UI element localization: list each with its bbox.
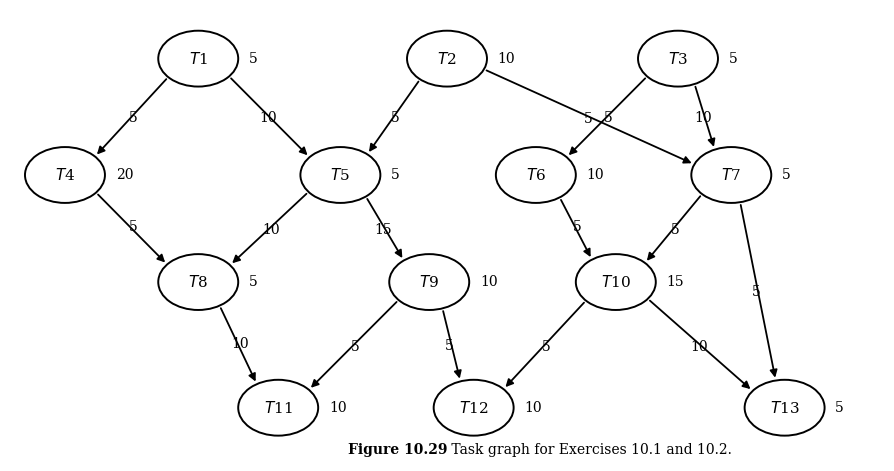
- Text: 15: 15: [666, 275, 684, 289]
- Text: 10: 10: [480, 275, 497, 289]
- Ellipse shape: [434, 380, 514, 436]
- Text: $\it{T}$6: $\it{T}$6: [526, 167, 546, 183]
- Text: Figure 10.29: Figure 10.29: [348, 443, 447, 456]
- Ellipse shape: [158, 254, 238, 310]
- Text: Task graph for Exercises 10.1 and 10.2.: Task graph for Exercises 10.1 and 10.2.: [447, 443, 732, 456]
- Text: 20: 20: [115, 168, 133, 182]
- Text: 10: 10: [259, 112, 277, 125]
- Text: $\it{T}$7: $\it{T}$7: [721, 167, 741, 183]
- Text: $\it{T}$11: $\it{T}$11: [264, 400, 292, 416]
- Text: $\it{T}$9: $\it{T}$9: [419, 274, 439, 290]
- Ellipse shape: [745, 380, 824, 436]
- Text: 5: 5: [604, 112, 612, 125]
- Text: 10: 10: [262, 223, 280, 237]
- Ellipse shape: [25, 147, 105, 203]
- Text: 10: 10: [524, 401, 542, 414]
- Text: 10: 10: [690, 340, 708, 354]
- Ellipse shape: [638, 31, 718, 87]
- Text: 10: 10: [232, 337, 249, 351]
- Text: 5: 5: [752, 285, 760, 299]
- Text: $\it{T}$5: $\it{T}$5: [331, 167, 350, 183]
- Text: 10: 10: [586, 168, 604, 182]
- Text: 5: 5: [129, 112, 138, 125]
- Ellipse shape: [389, 254, 469, 310]
- Text: 5: 5: [573, 220, 582, 234]
- Text: 5: 5: [249, 52, 257, 65]
- Text: 5: 5: [445, 339, 454, 353]
- Text: 5: 5: [542, 340, 551, 354]
- Ellipse shape: [496, 147, 576, 203]
- Ellipse shape: [691, 147, 772, 203]
- Text: $\it{T}$3: $\it{T}$3: [668, 50, 687, 66]
- Text: 10: 10: [498, 52, 515, 65]
- Text: 5: 5: [249, 275, 257, 289]
- Text: $\it{T}$8: $\it{T}$8: [189, 274, 208, 290]
- Text: 5: 5: [670, 223, 679, 237]
- Text: 10: 10: [694, 111, 712, 125]
- Text: $\it{T}$1: $\it{T}$1: [189, 50, 207, 66]
- Text: 5: 5: [129, 220, 138, 234]
- Text: 15: 15: [375, 223, 392, 237]
- Ellipse shape: [576, 254, 656, 310]
- Ellipse shape: [300, 147, 380, 203]
- Ellipse shape: [158, 31, 238, 87]
- Text: $\it{T}$10: $\it{T}$10: [601, 274, 630, 290]
- Text: $\it{T}$13: $\it{T}$13: [770, 400, 799, 416]
- Text: 5: 5: [729, 52, 738, 65]
- Text: $\it{T}$4: $\it{T}$4: [55, 167, 75, 183]
- Text: 5: 5: [350, 340, 359, 354]
- Text: 5: 5: [782, 168, 790, 182]
- Text: 5: 5: [391, 111, 400, 125]
- Text: 5: 5: [584, 112, 593, 126]
- Text: 5: 5: [835, 401, 844, 414]
- Ellipse shape: [238, 380, 318, 436]
- Ellipse shape: [407, 31, 487, 87]
- Text: 10: 10: [329, 401, 347, 414]
- Text: $\it{T}$12: $\it{T}$12: [459, 400, 488, 416]
- Text: $\it{T}$2: $\it{T}$2: [437, 50, 457, 66]
- Text: 5: 5: [391, 168, 400, 182]
